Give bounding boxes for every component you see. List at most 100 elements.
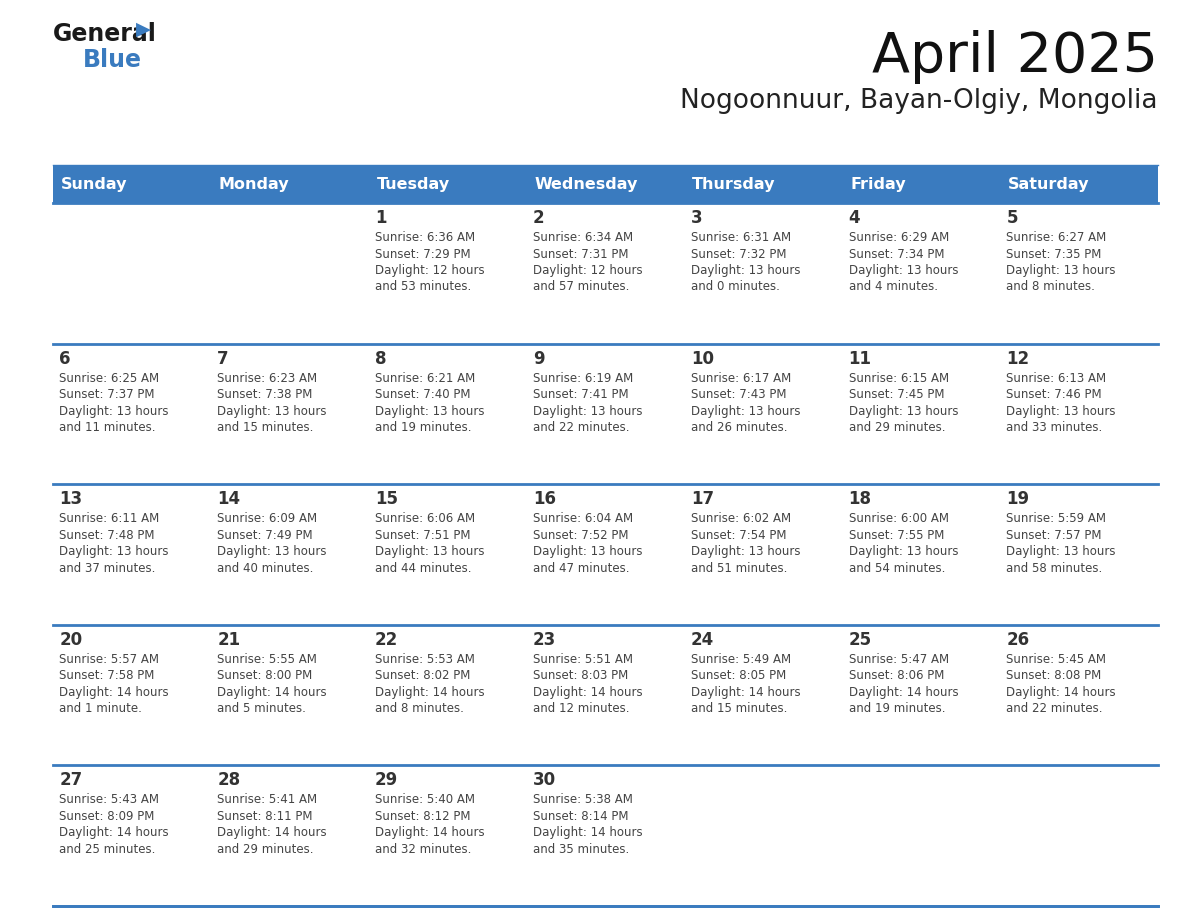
Bar bbox=[684, 484, 842, 625]
Text: 9: 9 bbox=[533, 350, 544, 367]
Text: Sunset: 7:31 PM: Sunset: 7:31 PM bbox=[533, 248, 628, 261]
Text: Sunrise: 5:45 AM: Sunrise: 5:45 AM bbox=[1006, 653, 1106, 666]
Text: 18: 18 bbox=[848, 490, 872, 509]
Text: and 29 minutes.: and 29 minutes. bbox=[217, 843, 314, 856]
Bar bbox=[53, 484, 210, 625]
Text: Sunrise: 6:31 AM: Sunrise: 6:31 AM bbox=[690, 231, 791, 244]
Text: Sunrise: 5:59 AM: Sunrise: 5:59 AM bbox=[1006, 512, 1106, 525]
Text: 2: 2 bbox=[533, 209, 544, 227]
Text: Sunrise: 5:57 AM: Sunrise: 5:57 AM bbox=[59, 653, 159, 666]
Bar bbox=[210, 766, 368, 906]
Bar bbox=[684, 165, 842, 203]
Text: Sunrise: 5:47 AM: Sunrise: 5:47 AM bbox=[848, 653, 949, 666]
Text: 16: 16 bbox=[533, 490, 556, 509]
Text: and 25 minutes.: and 25 minutes. bbox=[59, 843, 156, 856]
Text: Wednesday: Wednesday bbox=[535, 176, 638, 192]
Text: Monday: Monday bbox=[219, 176, 290, 192]
Text: and 47 minutes.: and 47 minutes. bbox=[533, 562, 630, 575]
Text: and 8 minutes.: and 8 minutes. bbox=[1006, 281, 1095, 294]
Text: Thursday: Thursday bbox=[693, 176, 776, 192]
Text: Daylight: 13 hours: Daylight: 13 hours bbox=[217, 545, 327, 558]
Bar bbox=[684, 343, 842, 484]
Text: Daylight: 14 hours: Daylight: 14 hours bbox=[533, 686, 643, 699]
Text: and 22 minutes.: and 22 minutes. bbox=[533, 421, 630, 434]
Text: Saturday: Saturday bbox=[1009, 176, 1089, 192]
Bar bbox=[53, 625, 210, 766]
Text: 20: 20 bbox=[59, 631, 82, 649]
Text: Sunset: 8:09 PM: Sunset: 8:09 PM bbox=[59, 810, 154, 823]
Text: and 54 minutes.: and 54 minutes. bbox=[848, 562, 944, 575]
Text: Daylight: 13 hours: Daylight: 13 hours bbox=[1006, 405, 1116, 418]
Text: 23: 23 bbox=[533, 631, 556, 649]
Bar bbox=[368, 343, 526, 484]
Text: Sunset: 7:34 PM: Sunset: 7:34 PM bbox=[848, 248, 944, 261]
Text: 29: 29 bbox=[375, 771, 398, 789]
Text: Sunset: 8:14 PM: Sunset: 8:14 PM bbox=[533, 810, 628, 823]
Bar bbox=[684, 625, 842, 766]
Bar bbox=[1000, 165, 1158, 203]
Text: Daylight: 14 hours: Daylight: 14 hours bbox=[533, 826, 643, 839]
Text: Sunset: 7:54 PM: Sunset: 7:54 PM bbox=[690, 529, 786, 542]
Text: and 12 minutes.: and 12 minutes. bbox=[533, 702, 630, 715]
Text: Sunset: 7:45 PM: Sunset: 7:45 PM bbox=[848, 388, 944, 401]
Bar bbox=[368, 625, 526, 766]
Text: Sunrise: 6:27 AM: Sunrise: 6:27 AM bbox=[1006, 231, 1107, 244]
Text: Sunset: 7:58 PM: Sunset: 7:58 PM bbox=[59, 669, 154, 682]
Text: Sunrise: 5:43 AM: Sunrise: 5:43 AM bbox=[59, 793, 159, 806]
Text: ▶: ▶ bbox=[135, 20, 151, 39]
Text: Sunset: 7:55 PM: Sunset: 7:55 PM bbox=[848, 529, 944, 542]
Text: Sunrise: 6:25 AM: Sunrise: 6:25 AM bbox=[59, 372, 159, 385]
Text: Sunrise: 6:34 AM: Sunrise: 6:34 AM bbox=[533, 231, 633, 244]
Text: and 0 minutes.: and 0 minutes. bbox=[690, 281, 779, 294]
Text: Daylight: 13 hours: Daylight: 13 hours bbox=[848, 405, 958, 418]
Bar bbox=[526, 203, 684, 343]
Bar bbox=[1000, 343, 1158, 484]
Bar bbox=[368, 766, 526, 906]
Text: Daylight: 13 hours: Daylight: 13 hours bbox=[375, 545, 485, 558]
Text: 8: 8 bbox=[375, 350, 386, 367]
Text: Friday: Friday bbox=[851, 176, 905, 192]
Text: Daylight: 13 hours: Daylight: 13 hours bbox=[1006, 264, 1116, 277]
Text: and 35 minutes.: and 35 minutes. bbox=[533, 843, 630, 856]
Text: Daylight: 14 hours: Daylight: 14 hours bbox=[217, 826, 327, 839]
Text: Sunrise: 5:49 AM: Sunrise: 5:49 AM bbox=[690, 653, 791, 666]
Bar bbox=[210, 165, 368, 203]
Text: 12: 12 bbox=[1006, 350, 1030, 367]
Text: Sunset: 8:02 PM: Sunset: 8:02 PM bbox=[375, 669, 470, 682]
Text: 22: 22 bbox=[375, 631, 398, 649]
Text: Daylight: 13 hours: Daylight: 13 hours bbox=[1006, 545, 1116, 558]
Text: Daylight: 13 hours: Daylight: 13 hours bbox=[59, 405, 169, 418]
Text: Sunrise: 6:04 AM: Sunrise: 6:04 AM bbox=[533, 512, 633, 525]
Text: and 33 minutes.: and 33 minutes. bbox=[1006, 421, 1102, 434]
Bar bbox=[1000, 625, 1158, 766]
Text: Daylight: 12 hours: Daylight: 12 hours bbox=[375, 264, 485, 277]
Bar bbox=[684, 766, 842, 906]
Text: Daylight: 14 hours: Daylight: 14 hours bbox=[59, 826, 169, 839]
Text: Sunset: 7:35 PM: Sunset: 7:35 PM bbox=[1006, 248, 1101, 261]
Text: Sunset: 7:57 PM: Sunset: 7:57 PM bbox=[1006, 529, 1102, 542]
Text: and 29 minutes.: and 29 minutes. bbox=[848, 421, 946, 434]
Bar bbox=[210, 625, 368, 766]
Text: Sunrise: 6:11 AM: Sunrise: 6:11 AM bbox=[59, 512, 159, 525]
Text: Sunrise: 5:38 AM: Sunrise: 5:38 AM bbox=[533, 793, 633, 806]
Text: Daylight: 14 hours: Daylight: 14 hours bbox=[375, 826, 485, 839]
Text: 30: 30 bbox=[533, 771, 556, 789]
Text: and 4 minutes.: and 4 minutes. bbox=[848, 281, 937, 294]
Text: and 5 minutes.: and 5 minutes. bbox=[217, 702, 307, 715]
Text: Sunset: 8:03 PM: Sunset: 8:03 PM bbox=[533, 669, 628, 682]
Text: 26: 26 bbox=[1006, 631, 1030, 649]
Text: 27: 27 bbox=[59, 771, 82, 789]
Text: 28: 28 bbox=[217, 771, 240, 789]
Text: Sunset: 8:11 PM: Sunset: 8:11 PM bbox=[217, 810, 312, 823]
Bar bbox=[53, 203, 210, 343]
Text: Sunrise: 6:02 AM: Sunrise: 6:02 AM bbox=[690, 512, 791, 525]
Text: Sunset: 7:48 PM: Sunset: 7:48 PM bbox=[59, 529, 154, 542]
Bar bbox=[526, 165, 684, 203]
Text: and 58 minutes.: and 58 minutes. bbox=[1006, 562, 1102, 575]
Text: Daylight: 14 hours: Daylight: 14 hours bbox=[59, 686, 169, 699]
Text: and 11 minutes.: and 11 minutes. bbox=[59, 421, 156, 434]
Text: and 40 minutes.: and 40 minutes. bbox=[217, 562, 314, 575]
Bar bbox=[842, 343, 1000, 484]
Bar bbox=[684, 203, 842, 343]
Text: Sunset: 8:06 PM: Sunset: 8:06 PM bbox=[848, 669, 944, 682]
